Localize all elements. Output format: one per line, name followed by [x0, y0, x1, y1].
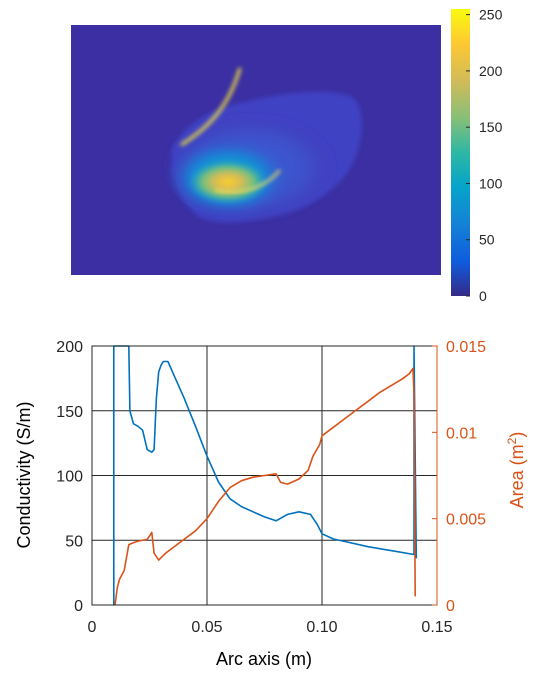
heatmap-arc-streak	[180, 67, 242, 147]
y-right-label-end: )	[507, 432, 527, 438]
x-axis-label: Arc axis (m)	[216, 649, 312, 669]
heatmap-inner-streak	[214, 169, 281, 194]
y-right-tick-label: 0	[446, 598, 455, 615]
colorbar-tick-label: 0	[479, 288, 487, 304]
heatmap-panel	[71, 25, 441, 275]
colorbar-tick-label: 50	[479, 232, 495, 248]
colorbar-tick-label: 150	[479, 119, 503, 135]
x-tick-label: 0.05	[191, 619, 222, 636]
colorbar-ticks: 0 50 100 150 200 250	[466, 7, 503, 304]
y-left-tick-label: 150	[56, 404, 83, 421]
colorbar: 0 50 100 150 200 250	[451, 7, 503, 304]
conductivity-series-line	[113, 345, 418, 605]
y-left-tick-labels: 0 50 100 150 200	[56, 339, 83, 615]
y-right-label-sup: 2	[505, 437, 519, 444]
y-left-tick-label: 0	[74, 598, 83, 615]
y-left-tick-label: 50	[65, 533, 83, 550]
x-tick-label: 0.10	[306, 619, 337, 636]
y-right-tick-label: 0.015	[446, 339, 486, 356]
x-tick-labels: 0 0.05 0.10 0.15	[88, 619, 453, 636]
colorbar-tick-label: 200	[479, 63, 503, 79]
heatmap-hot-core	[188, 160, 268, 204]
y-left-tick-label: 200	[56, 339, 83, 356]
colorbar-tick-label: 250	[479, 7, 503, 23]
area-series-line	[114, 367, 416, 606]
colorbar-tick-label: 100	[479, 175, 503, 191]
line-chart: 0 0.05 0.10 0.15 0 50 100 150 200 0 0.005 0.01 0.0…	[14, 339, 527, 669]
colorbar-gradient	[451, 9, 470, 296]
x-tick-label: 0	[88, 619, 97, 636]
x-tick-label: 0.15	[421, 619, 452, 636]
y-right-axis-label: Area (m2)	[505, 432, 527, 509]
series-layer	[113, 345, 418, 606]
y-left-tick-label: 100	[56, 469, 83, 486]
y-right-tick-labels: 0 0.005 0.01 0.015	[432, 339, 486, 615]
y-right-tick-label: 0.01	[446, 425, 477, 442]
y-right-label-base: Area (m	[507, 444, 527, 508]
y-right-tick-label: 0.005	[446, 512, 486, 529]
y-left-axis-label: Conductivity (S/m)	[14, 401, 34, 548]
